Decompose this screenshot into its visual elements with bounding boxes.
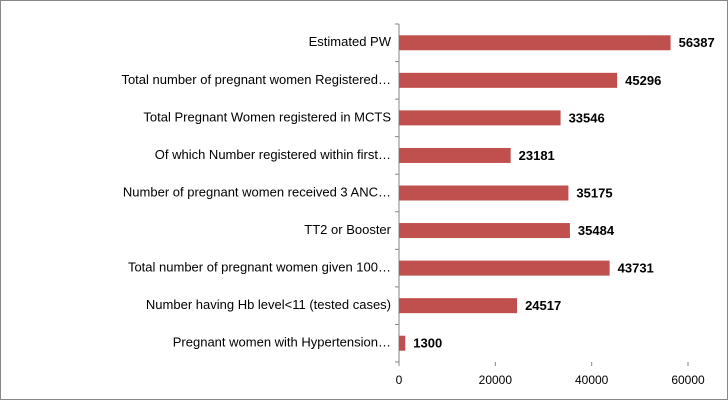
x-tick-label: 40000 (575, 373, 609, 387)
value-label: 24517 (525, 298, 561, 313)
y-tick-label: Of which Number registered within first… (155, 147, 391, 162)
y-tick-label: Number of pregnant women received 3 ANC… (123, 184, 391, 199)
bar (399, 35, 671, 51)
y-tick-label: Total number of pregnant women Registere… (121, 72, 391, 87)
y-tick-label: Number having Hb level<11 (tested cases) (146, 297, 391, 312)
y-tick-label: Pregnant women with Hypertension… (173, 335, 391, 350)
value-label: 23181 (519, 148, 555, 163)
value-label: 56387 (679, 35, 715, 50)
bar (399, 223, 570, 239)
y-tick-label: Total Pregnant Women registered in MCTS (143, 109, 391, 124)
x-tick-label: 0 (396, 373, 403, 387)
value-label: 1300 (413, 336, 442, 351)
bar (399, 260, 610, 276)
bar (399, 185, 569, 201)
bar (399, 335, 406, 351)
value-label: 45296 (625, 73, 661, 88)
y-tick-label: Estimated PW (309, 34, 392, 49)
bar (399, 110, 561, 126)
y-tick-label: Total number of pregnant women given 100… (128, 260, 391, 275)
value-label: 43731 (618, 261, 654, 276)
value-label: 35175 (576, 185, 612, 200)
value-label: 33546 (569, 110, 605, 125)
value-label: 35484 (578, 223, 615, 238)
bar (399, 298, 518, 314)
bar (399, 72, 618, 88)
y-tick-label: TT2 or Booster (304, 222, 391, 237)
x-tick-label: 20000 (479, 373, 513, 387)
bar (399, 147, 511, 163)
x-tick-label: 60000 (671, 373, 705, 387)
